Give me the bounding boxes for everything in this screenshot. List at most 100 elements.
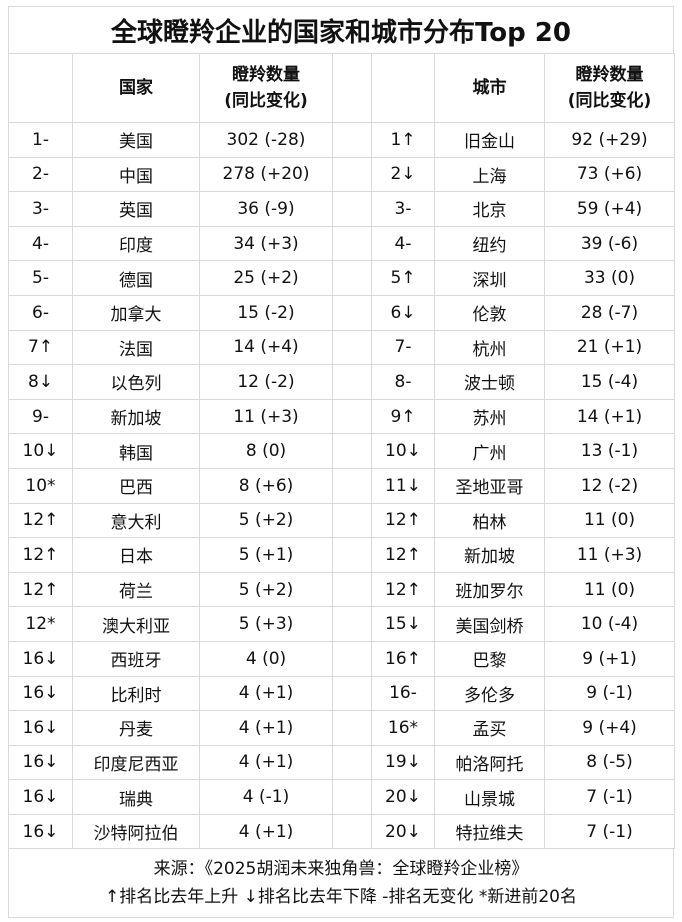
table-row: 16↓ 西班牙 4 (0) 16↑ 巴黎 9 (+1) xyxy=(8,640,675,677)
country-count: 278 (+20) xyxy=(199,156,333,193)
header-city: 城市 xyxy=(434,53,545,123)
country-count: 4 (+1) xyxy=(199,813,333,850)
country-rank: 5- xyxy=(8,260,73,296)
country-name: 新加坡 xyxy=(72,398,200,435)
country-count: 5 (+2) xyxy=(199,571,333,608)
ranking-table-card: 全球瞪羚企业的国家和城市分布Top 20 国家 瞪羚数量 (同比变化) 城市 瞪羚… xyxy=(8,6,675,919)
source-note: 来源：《2025胡润未来独角兽：全球瞪羚企业榜》 xyxy=(153,859,529,880)
city-rank: 8- xyxy=(371,364,435,400)
table-row: 12↑ 意大利 5 (+2) 12↑ 柏林 11 (0) xyxy=(8,502,675,539)
city-count: 28 (-7) xyxy=(544,294,675,331)
country-count: 36 (-9) xyxy=(199,191,333,227)
city-rank: 16- xyxy=(371,675,435,712)
country-rank: 4- xyxy=(8,225,73,262)
spacer-cell xyxy=(332,122,372,158)
spacer-cell xyxy=(332,813,372,850)
legend-note: ↑排名比去年上升 ↓排名比去年下降 -排名无变化 *新进前20名 xyxy=(105,887,577,908)
country-count: 11 (+3) xyxy=(199,398,333,435)
country-rank: 12↑ xyxy=(8,571,73,608)
table-row: 4- 印度 34 (+3) 4- 纽约 39 (-6) xyxy=(8,225,675,262)
city-count: 9 (-1) xyxy=(544,675,675,712)
country-name: 日本 xyxy=(72,537,200,573)
country-name: 英国 xyxy=(72,191,200,227)
city-name: 纽约 xyxy=(434,225,545,262)
city-rank: 12↑ xyxy=(371,502,435,539)
spacer-cell xyxy=(332,156,372,193)
table-row: 3- 英国 36 (-9) 3- 北京 59 (+4) xyxy=(8,191,675,227)
header-city-count: 瞪羚数量 (同比变化) xyxy=(544,53,675,123)
spacer-cell xyxy=(332,398,372,435)
table-row: 6- 加拿大 15 (-2) 6↓ 伦敦 28 (-7) xyxy=(8,294,675,331)
header-line: 瞪羚数量 xyxy=(575,65,644,85)
city-name: 伦敦 xyxy=(434,294,545,331)
footer-notes: 来源：《2025胡润未来独角兽：全球瞪羚企业榜》 ↑排名比去年上升 ↓排名比去年… xyxy=(8,849,674,919)
city-count: 8 (-5) xyxy=(544,744,675,781)
country-count: 4 (+1) xyxy=(199,675,333,712)
spacer-cell xyxy=(332,364,372,400)
city-name: 广州 xyxy=(434,433,545,469)
table-row: 9- 新加坡 11 (+3) 9↑ 苏州 14 (+1) xyxy=(8,398,675,435)
city-name: 多伦多 xyxy=(434,675,545,712)
city-count: 13 (-1) xyxy=(544,433,675,469)
city-count: 12 (-2) xyxy=(544,467,675,504)
country-name: 沙特阿拉伯 xyxy=(72,813,200,850)
country-name: 以色列 xyxy=(72,364,200,400)
country-rank: 12* xyxy=(8,606,73,642)
city-count: 33 (0) xyxy=(544,260,675,296)
city-rank: 9↑ xyxy=(371,398,435,435)
country-rank: 16↓ xyxy=(8,813,73,850)
city-count: 7 (-1) xyxy=(544,779,675,815)
city-count: 92 (+29) xyxy=(544,122,675,158)
header-line: 瞪羚数量 xyxy=(232,65,300,85)
country-rank: 16↓ xyxy=(8,710,73,746)
country-count: 4 (-1) xyxy=(199,779,333,815)
city-rank: 10↓ xyxy=(371,433,435,469)
country-name: 瑞典 xyxy=(72,779,200,815)
country-rank: 12↑ xyxy=(8,537,73,573)
spacer-cell xyxy=(332,675,372,712)
header-rank xyxy=(371,53,435,123)
country-rank: 8↓ xyxy=(8,364,73,400)
table-row: 16↓ 丹麦 4 (+1) 16* 孟买 9 (+4) xyxy=(8,710,675,746)
page-title: 全球瞪羚企业的国家和城市分布Top 20 xyxy=(8,6,674,53)
country-rank: 9- xyxy=(8,398,73,435)
city-count: 7 (-1) xyxy=(544,813,675,850)
city-count: 21 (+1) xyxy=(544,329,675,366)
country-name: 印度 xyxy=(72,225,200,262)
country-rank: 10* xyxy=(8,467,73,504)
city-name: 北京 xyxy=(434,191,545,227)
spacer-cell xyxy=(332,260,372,296)
city-name: 波士顿 xyxy=(434,364,545,400)
spacer-cell xyxy=(332,710,372,746)
country-rank: 16↓ xyxy=(8,744,73,781)
city-name: 杭州 xyxy=(434,329,545,366)
city-name: 深圳 xyxy=(434,260,545,296)
header-country: 国家 xyxy=(72,53,200,123)
country-count: 5 (+1) xyxy=(199,537,333,573)
table-row: 16↓ 比利时 4 (+1) 16- 多伦多 9 (-1) xyxy=(8,675,675,712)
city-rank: 12↑ xyxy=(371,571,435,608)
country-rank: 1- xyxy=(8,122,73,158)
spacer-cell xyxy=(332,294,372,331)
country-count: 8 (+6) xyxy=(199,467,333,504)
country-name: 美国 xyxy=(72,122,200,158)
country-name: 丹麦 xyxy=(72,710,200,746)
country-name: 比利时 xyxy=(72,675,200,712)
city-name: 旧金山 xyxy=(434,122,545,158)
spacer-cell xyxy=(332,225,372,262)
country-name: 加拿大 xyxy=(72,294,200,331)
table-row: 12↑ 日本 5 (+1) 12↑ 新加坡 11 (+3) xyxy=(8,537,675,573)
city-count: 73 (+6) xyxy=(544,156,675,193)
city-name: 山景城 xyxy=(434,779,545,815)
header-line: (同比变化) xyxy=(567,91,652,111)
country-name: 荷兰 xyxy=(72,571,200,608)
country-rank: 3- xyxy=(8,191,73,227)
spacer-cell xyxy=(332,537,372,573)
header-country-count: 瞪羚数量 (同比变化) xyxy=(199,53,333,123)
spacer-cell xyxy=(332,53,372,123)
country-rank: 16↓ xyxy=(8,779,73,815)
city-name: 新加坡 xyxy=(434,537,545,573)
spacer-cell xyxy=(332,571,372,608)
city-rank: 5↑ xyxy=(371,260,435,296)
city-count: 9 (+4) xyxy=(544,710,675,746)
